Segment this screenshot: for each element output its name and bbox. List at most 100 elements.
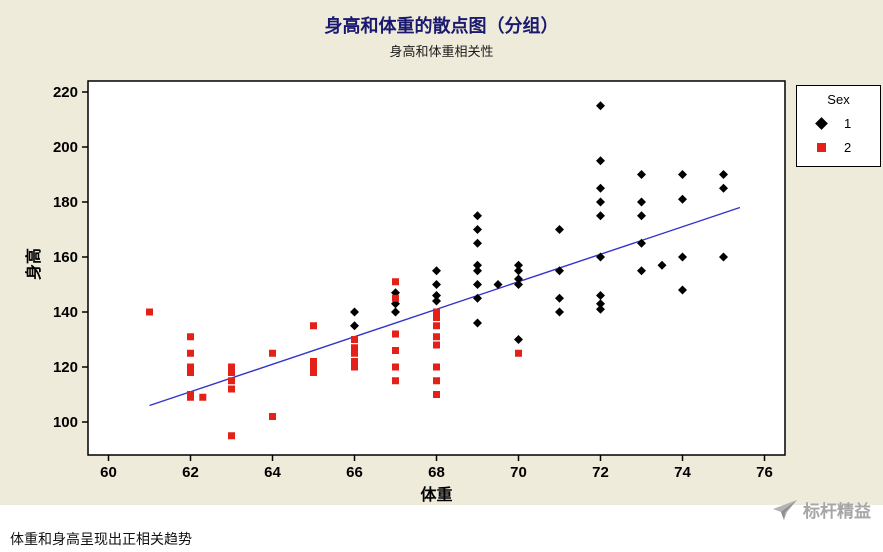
watermark: 标杆精益: [772, 497, 871, 522]
data-point-sex2: [228, 363, 235, 371]
data-point-sex1: [719, 170, 728, 179]
data-point-sex1: [719, 183, 728, 193]
y-tick-label: 160: [53, 249, 78, 266]
data-point-sex2: [392, 294, 399, 302]
data-point-sex1: [596, 197, 605, 207]
data-point-sex1: [555, 225, 564, 234]
data-point-sex2: [433, 322, 440, 330]
data-point-sex1: [596, 299, 605, 309]
x-tick-label: 60: [100, 464, 117, 481]
data-point-sex2: [433, 341, 440, 349]
data-point-sex2: [187, 363, 194, 371]
legend: Sex 1 2: [796, 85, 881, 167]
data-point-sex1: [596, 156, 605, 166]
data-point-sex1: [596, 252, 605, 262]
x-tick-label: 72: [592, 464, 609, 481]
data-point-sex2: [392, 330, 399, 338]
data-point-sex1: [514, 266, 523, 276]
data-point-sex2: [392, 363, 399, 371]
data-point-sex1: [678, 252, 687, 262]
data-point-sex1: [555, 293, 564, 303]
data-point-sex2: [228, 385, 235, 393]
data-point-sex1: [391, 307, 400, 317]
data-point-sex2: [351, 363, 358, 371]
x-tick-label: 64: [264, 464, 281, 481]
data-point-sex1: [473, 318, 482, 328]
chart-title: 身高和体重的散点图（分组）: [324, 16, 559, 36]
chart-subtitle: 身高和体重相关性: [389, 44, 494, 59]
data-point-sex1: [493, 280, 503, 289]
data-point-sex2: [228, 369, 235, 376]
data-point-sex2: [351, 344, 358, 352]
y-tick-label: 220: [53, 84, 78, 101]
data-point-sex1: [596, 101, 605, 111]
diamond-marker-icon: [815, 117, 828, 130]
data-point-sex2: [146, 308, 153, 316]
data-point-sex1: [432, 266, 441, 276]
data-point-sex2: [515, 349, 522, 357]
data-point-sex1: [678, 194, 687, 204]
data-point-sex1: [596, 211, 605, 221]
data-point-sex2: [351, 336, 358, 343]
data-point-sex2: [187, 391, 194, 398]
data-point-sex1: [350, 321, 359, 331]
data-point-sex2: [392, 347, 399, 354]
square-marker-icon: [817, 143, 826, 152]
data-point-sex1: [473, 260, 482, 270]
data-point-sex2: [187, 333, 194, 341]
x-tick-label: 76: [756, 464, 773, 481]
x-tick-label: 66: [346, 464, 363, 481]
legend-item-sex2: 2: [797, 140, 880, 155]
data-point-sex1: [637, 170, 646, 179]
x-tick-label: 74: [674, 464, 691, 481]
data-point-sex1: [473, 266, 482, 276]
data-point-sex1: [514, 335, 523, 344]
data-point-sex1: [473, 225, 482, 234]
data-point-sex1: [514, 260, 523, 270]
data-point-sex2: [433, 314, 440, 321]
watermark-text: 标杆精益: [803, 502, 871, 521]
data-point-sex1: [719, 252, 728, 262]
data-point-sex2: [187, 349, 194, 357]
data-point-sex2: [199, 393, 207, 401]
data-point-sex2: [228, 377, 235, 385]
data-point-sex2: [392, 377, 399, 385]
data-point-sex1: [473, 280, 482, 289]
y-tick-label: 200: [53, 139, 78, 156]
data-point-sex2: [433, 391, 440, 398]
data-point-sex2: [310, 363, 317, 371]
x-tick-label: 62: [182, 464, 199, 481]
data-point-sex1: [514, 274, 523, 284]
legend-label-sex1: 1: [844, 116, 852, 131]
data-point-sex1: [432, 280, 441, 289]
legend-title: Sex: [827, 92, 850, 107]
data-point-sex1: [596, 291, 605, 300]
data-point-sex1: [637, 238, 646, 248]
data-point-sex1: [473, 238, 482, 248]
data-point-sex1: [555, 307, 564, 317]
data-point-sex2: [310, 358, 317, 365]
data-point-sex2: [310, 369, 317, 376]
data-point-sex2: [351, 349, 358, 357]
data-point-sex2: [269, 413, 276, 420]
data-point-sex1: [514, 280, 523, 289]
data-point-sex1: [555, 266, 564, 276]
y-tick-label: 180: [53, 194, 78, 211]
data-point-sex2: [351, 358, 358, 365]
data-point-sex1: [473, 211, 482, 221]
data-point-sex1: [596, 183, 605, 193]
data-point-sex2: [392, 278, 399, 286]
x-tick-label: 70: [510, 464, 527, 481]
data-point-sex2: [187, 369, 194, 376]
legend-label-sex2: 2: [844, 140, 852, 155]
data-point-sex2: [310, 322, 317, 330]
paper-plane-icon: [773, 499, 797, 520]
scatter-plot: 60 62 64 66 68 70 72 74 76 100 120 140 160 180 200 220: [53, 80, 786, 481]
data-point-sex1: [596, 304, 605, 314]
data-point-sex2: [433, 308, 440, 316]
data-point-sex1: [657, 260, 667, 270]
y-tick-label: 120: [53, 359, 78, 376]
data-point-sex2: [433, 377, 440, 385]
data-point-sex2: [228, 432, 235, 440]
data-point-sex1: [432, 296, 441, 306]
